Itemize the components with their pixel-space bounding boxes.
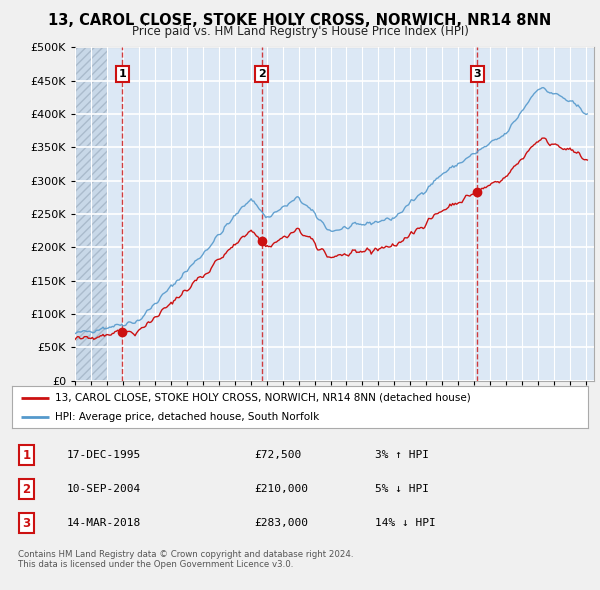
Text: HPI: Average price, detached house, South Norfolk: HPI: Average price, detached house, Sout… xyxy=(55,412,319,422)
Text: 5% ↓ HPI: 5% ↓ HPI xyxy=(375,484,429,494)
Text: 13, CAROL CLOSE, STOKE HOLY CROSS, NORWICH, NR14 8NN: 13, CAROL CLOSE, STOKE HOLY CROSS, NORWI… xyxy=(49,13,551,28)
Text: £72,500: £72,500 xyxy=(254,450,301,460)
Text: 13, CAROL CLOSE, STOKE HOLY CROSS, NORWICH, NR14 8NN (detached house): 13, CAROL CLOSE, STOKE HOLY CROSS, NORWI… xyxy=(55,392,471,402)
Text: 3% ↑ HPI: 3% ↑ HPI xyxy=(375,450,429,460)
Text: 14% ↓ HPI: 14% ↓ HPI xyxy=(375,518,436,528)
Text: £283,000: £283,000 xyxy=(254,518,308,528)
Text: Contains HM Land Registry data © Crown copyright and database right 2024.
This d: Contains HM Land Registry data © Crown c… xyxy=(18,550,353,569)
Text: 2: 2 xyxy=(22,483,31,496)
Text: 2: 2 xyxy=(258,69,266,79)
Text: £210,000: £210,000 xyxy=(254,484,308,494)
Text: 1: 1 xyxy=(118,69,126,79)
Text: Price paid vs. HM Land Registry's House Price Index (HPI): Price paid vs. HM Land Registry's House … xyxy=(131,25,469,38)
Text: 3: 3 xyxy=(473,69,481,79)
Text: 14-MAR-2018: 14-MAR-2018 xyxy=(67,518,141,528)
Bar xyxy=(75,47,107,381)
Text: 1: 1 xyxy=(22,448,31,461)
Text: 3: 3 xyxy=(22,517,31,530)
Text: 17-DEC-1995: 17-DEC-1995 xyxy=(67,450,141,460)
Text: 10-SEP-2004: 10-SEP-2004 xyxy=(67,484,141,494)
